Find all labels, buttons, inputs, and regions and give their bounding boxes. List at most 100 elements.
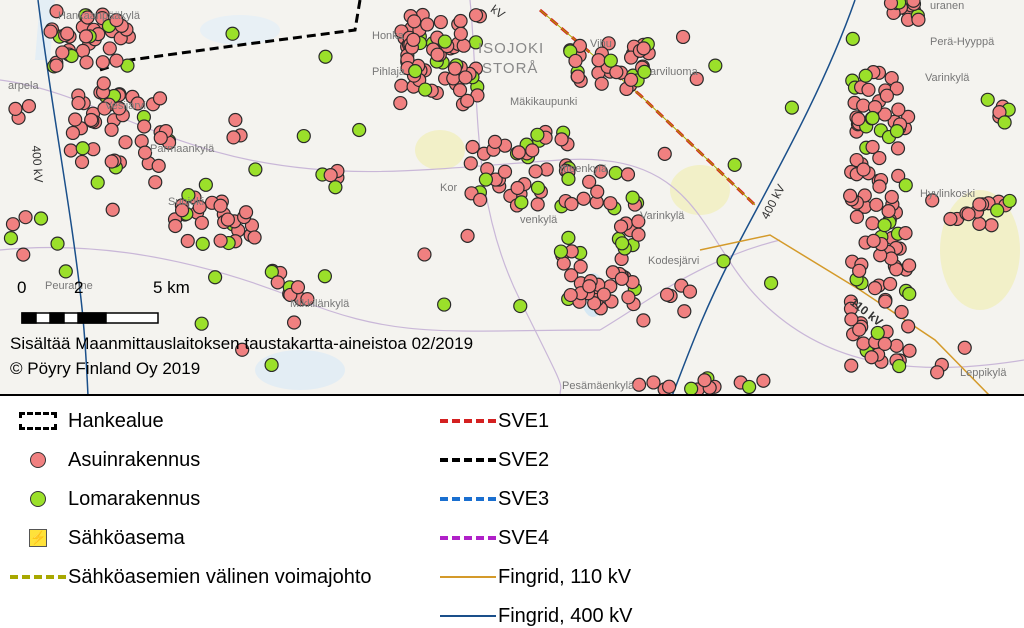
residential-building-point [49, 4, 64, 19]
residential-building-point [882, 276, 898, 292]
legend-sve2: SVE2 [438, 448, 549, 472]
residential-building-point [16, 247, 31, 262]
holiday-building-point [858, 68, 873, 83]
holiday-building-point [58, 264, 73, 279]
residential-building-point [220, 212, 235, 227]
holiday-building-point [75, 141, 90, 156]
residential-building-point [877, 336, 892, 351]
residential-building-point [60, 26, 75, 41]
residential-building-point [79, 55, 94, 70]
holiday-building-point [208, 270, 223, 285]
residential-building-point [104, 154, 119, 169]
place-label: arviluoma [650, 66, 698, 78]
residential-building-point [957, 340, 972, 355]
sve2-symbol [440, 458, 496, 462]
residential-building-point [943, 211, 958, 227]
place-label: Leppikylä [960, 367, 1007, 379]
holiday-building-point [328, 180, 343, 195]
map-canvas [0, 0, 1024, 394]
residential-building-point [563, 287, 578, 303]
place-label: Peuranne [45, 280, 93, 292]
residential-building-point [420, 17, 435, 32]
residential-building-point [84, 112, 99, 128]
residential-building-point [43, 24, 58, 39]
residential-building-point [623, 72, 639, 87]
residential-building-point [530, 197, 545, 212]
place-label: ttteenkylä [560, 163, 608, 175]
residential-building-point [879, 88, 894, 103]
residential-building-point [591, 53, 606, 68]
residential-building-point [55, 45, 70, 60]
residential-building-point [856, 98, 871, 113]
residential-building-point [430, 47, 445, 62]
holiday-building-point [684, 381, 699, 394]
holiday-building-point [608, 165, 623, 181]
scale-bar [21, 312, 159, 324]
residential-building-point [137, 145, 153, 160]
residential-building-point [213, 198, 228, 213]
legend-sve4: SVE4 [438, 526, 549, 550]
residential-building-point [894, 304, 909, 320]
residential-building-point [556, 256, 571, 271]
holiday-building-point [870, 325, 885, 341]
fingrid-400-symbol [440, 615, 496, 617]
legend-fingrid-110: Fingrid, 110 kV [438, 565, 631, 589]
residential-building-point [659, 287, 675, 302]
residential-building-point [393, 95, 408, 111]
holiday-building-point [784, 100, 799, 115]
holiday-building-point [625, 190, 640, 205]
residential-building-point [152, 91, 168, 106]
fingrid-400kv-east-line [671, 0, 856, 394]
place-label: Suojoki [168, 196, 205, 208]
residential-building-point [843, 188, 858, 203]
residential-building-point [881, 204, 896, 219]
residential-building-point [510, 180, 525, 196]
residential-building-point [587, 296, 602, 311]
holiday-building-point [997, 115, 1012, 130]
holiday-building-point [530, 180, 546, 195]
residential-building-point [458, 70, 473, 85]
residential-building-point [844, 358, 859, 373]
residential-building-point [856, 162, 871, 177]
residential-building-point [593, 164, 608, 179]
holiday-building-point [33, 211, 49, 226]
place-label: uranen [930, 0, 965, 12]
holiday-building-point [248, 162, 263, 177]
holiday-building-point [845, 31, 860, 46]
holiday-building-point [727, 157, 742, 172]
holiday-building-point [318, 49, 333, 64]
residential-building-point [609, 64, 624, 80]
map-view[interactable]: Hankaanpääkylä Honka Pihlaja ISOJOKI STORÅ Mä… [0, 0, 1024, 396]
place-label: Pesämäenkylä [562, 380, 635, 392]
holiday-building-point [530, 127, 545, 142]
legend-label: Fingrid, 400 kV [498, 604, 633, 627]
residential-building-point [901, 319, 916, 334]
residential-building-point [104, 122, 119, 137]
residential-building-point [102, 41, 117, 56]
holiday-building-point [264, 357, 279, 373]
residential-building-point [844, 312, 859, 327]
residential-building-point [570, 69, 585, 84]
residential-building-point [603, 196, 618, 211]
residential-building-point [661, 379, 677, 394]
residential-building-point [192, 200, 207, 215]
place-label: venkylä [520, 214, 558, 226]
residential-building-point [228, 112, 243, 128]
residential-building-point [21, 98, 37, 114]
legend-label: Hankealue [68, 409, 164, 432]
map-credit-mml: Sisältää Maanmittauslaitoksen taustakart… [10, 334, 474, 353]
residential-building-point [74, 154, 90, 170]
residential-building-point [112, 101, 127, 116]
holiday-building-point [513, 298, 528, 314]
holiday-building-point [408, 64, 423, 79]
place-label: arpela [8, 80, 39, 92]
residential-building-point [889, 338, 904, 353]
residential-building-point [452, 83, 468, 98]
residential-building-point [473, 192, 488, 208]
residential-building-point [872, 179, 887, 194]
place-label: ISOJOKI [478, 40, 545, 57]
holiday-building-point [418, 82, 433, 97]
residential-building-point [925, 193, 940, 208]
legend-label: Asuinrakennus [68, 448, 201, 471]
holiday-building-point [980, 92, 995, 107]
